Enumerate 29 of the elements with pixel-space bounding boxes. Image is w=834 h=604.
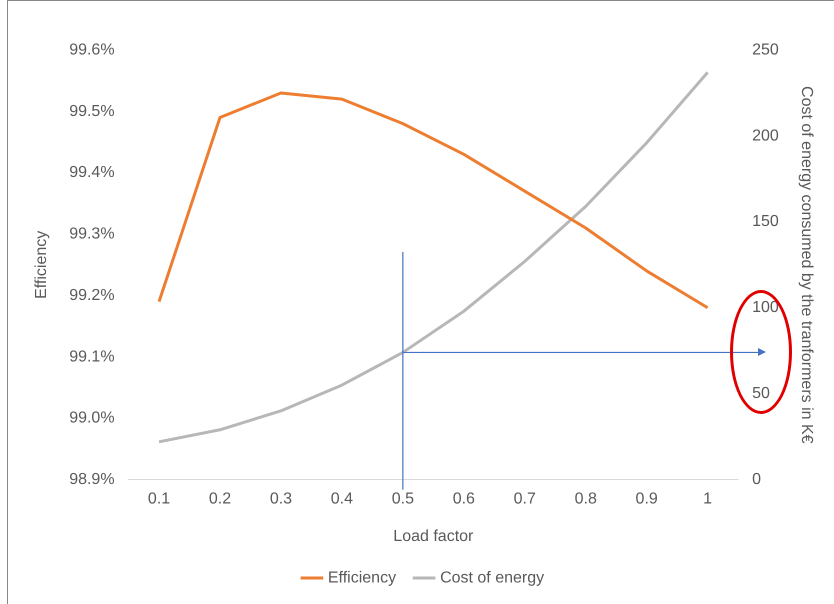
y-tick-label: 99.6% (69, 41, 115, 58)
y2-tick-label: 100 (752, 299, 779, 316)
x-axis-title: Load factor (393, 528, 474, 545)
y2-tick-label: 250 (752, 41, 779, 58)
y-tick-label: 99.0% (69, 410, 115, 427)
x-tick-label: 0.6 (452, 490, 476, 508)
x-tick-label: 1 (703, 490, 712, 508)
y2-tick-label: 0 (752, 471, 762, 488)
x-tick-label: 0.9 (636, 490, 658, 508)
y2-tick-label: 50 (752, 385, 770, 402)
x-tick-label: 0.8 (574, 490, 597, 508)
x-tick-label: 0.5 (392, 490, 414, 508)
y2-tick-label: 150 (752, 213, 779, 230)
y-axis-title: Efficiency (33, 230, 50, 299)
y-tick-label: 99.1% (69, 348, 115, 366)
y-tick-label: 99.4% (69, 164, 115, 182)
x-tick-label: 0.4 (330, 490, 354, 508)
y-tick-label: 99.3% (69, 226, 115, 243)
x-tick-label: 0.7 (514, 490, 536, 508)
y-tick-label: 99.2% (69, 286, 115, 304)
x-tick-label: 0.2 (208, 490, 232, 508)
y2-axis-title: Cost of energy consumed by the tranformers in K€ (798, 86, 815, 444)
y-tick-label: 98.9% (69, 471, 115, 488)
x-tick-label: 0.1 (148, 490, 170, 508)
y2-tick-label: 200 (752, 127, 779, 144)
legend-label: Efficiency (328, 569, 396, 586)
y-tick-label: 99.5% (69, 102, 115, 120)
x-tick-label: 0.3 (270, 490, 292, 508)
legend-label: Cost of energy (440, 569, 544, 586)
